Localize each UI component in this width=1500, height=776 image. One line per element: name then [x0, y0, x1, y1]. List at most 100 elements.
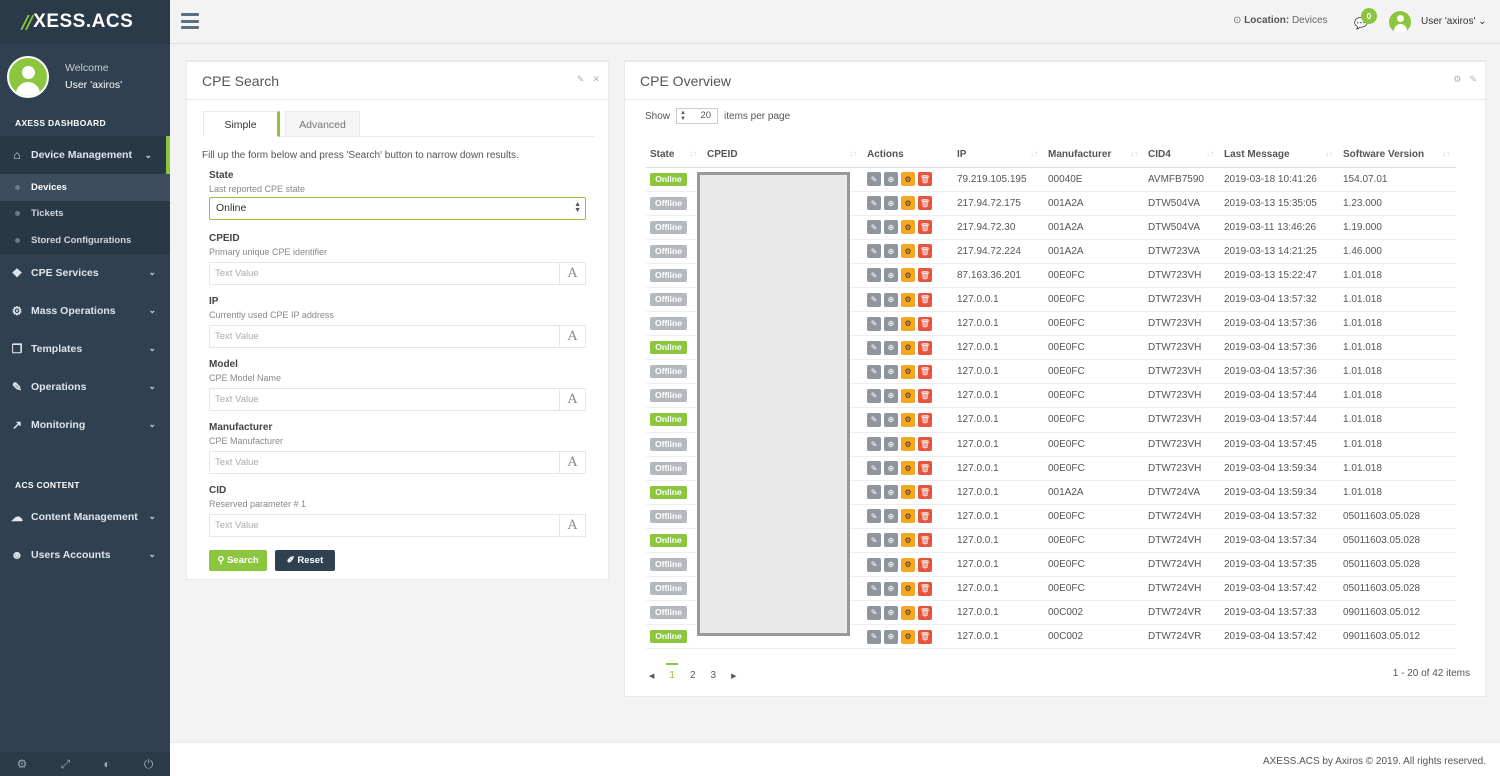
target-icon[interactable]: ⊕: [884, 244, 898, 259]
config-gear-icon[interactable]: ⚙: [901, 629, 915, 644]
column-header-state[interactable]: State ↓↑: [646, 142, 703, 168]
cpeid-input[interactable]: Text Value A: [209, 262, 586, 285]
trash-icon[interactable]: 🗑: [918, 364, 932, 379]
column-header-cpeid[interactable]: CPEID ↓↑: [703, 142, 863, 168]
trash-icon[interactable]: 🗑: [918, 461, 932, 476]
config-gear-icon[interactable]: ⚙: [901, 437, 915, 452]
table-row[interactable]: Online ✎ ⊕ ⚙ 🗑 127.0.0.1 00E0FC DTW723VH 2019-03…: [646, 407, 1456, 433]
text-type-icon[interactable]: A: [559, 515, 585, 536]
cid-input[interactable]: Text Value A: [209, 514, 586, 537]
column-header-manufacturer[interactable]: Manufacturer ↓↑: [1044, 142, 1144, 168]
target-icon[interactable]: ⊕: [884, 461, 898, 476]
config-gear-icon[interactable]: ⚙: [901, 581, 915, 596]
text-type-icon[interactable]: A: [559, 326, 585, 347]
target-icon[interactable]: ⊕: [884, 557, 898, 572]
sidebar-item-monitoring[interactable]: ↗ Monitoring ⌄: [0, 406, 170, 444]
gear-icon[interactable]: ⚙: [1453, 74, 1462, 84]
edit-icon[interactable]: ✎: [867, 364, 881, 379]
sidebar-item-templates[interactable]: ❐ Templates ⌄: [0, 330, 170, 368]
trash-icon[interactable]: 🗑: [918, 220, 932, 235]
edit-icon[interactable]: ✎: [867, 533, 881, 548]
edit-icon[interactable]: ✎: [867, 292, 881, 307]
config-gear-icon[interactable]: ⚙: [901, 316, 915, 331]
config-gear-icon[interactable]: ⚙: [901, 557, 915, 572]
trash-icon[interactable]: 🗑: [918, 172, 932, 187]
sidebar-item-cpe-services[interactable]: ❖ CPE Services ⌄: [0, 254, 170, 292]
target-icon[interactable]: ⊕: [884, 509, 898, 524]
edit-icon[interactable]: ✎: [867, 388, 881, 403]
trash-icon[interactable]: 🗑: [918, 557, 932, 572]
target-icon[interactable]: ⊕: [884, 316, 898, 331]
config-gear-icon[interactable]: ⚙: [901, 509, 915, 524]
trash-icon[interactable]: 🗑: [918, 196, 932, 211]
trash-icon[interactable]: 🗑: [918, 485, 932, 500]
target-icon[interactable]: ⊕: [884, 172, 898, 187]
edit-icon[interactable]: ✎: [867, 316, 881, 331]
config-gear-icon[interactable]: ⚙: [901, 605, 915, 620]
edit-icon[interactable]: ✎: [867, 412, 881, 427]
column-header-ip[interactable]: IP ↓↑: [953, 142, 1044, 168]
edit-icon[interactable]: ✎: [867, 220, 881, 235]
edit-icon[interactable]: ✎: [867, 557, 881, 572]
text-type-icon[interactable]: A: [559, 452, 585, 473]
target-icon[interactable]: ⊕: [884, 268, 898, 283]
menu-toggle-icon[interactable]: [181, 13, 199, 29]
trash-icon[interactable]: 🗑: [918, 437, 932, 452]
edit-icon[interactable]: ✎: [867, 509, 881, 524]
trash-icon[interactable]: 🗑: [918, 316, 932, 331]
edit-icon[interactable]: ✎: [867, 196, 881, 211]
config-gear-icon[interactable]: ⚙: [901, 364, 915, 379]
trash-icon[interactable]: 🗑: [918, 412, 932, 427]
sidebar-subitem-tickets[interactable]: Tickets: [0, 200, 170, 227]
sidebar-item-content-management[interactable]: ☁ Content Management ⌄: [0, 498, 170, 536]
edit-icon[interactable]: ✎: [867, 461, 881, 476]
sidebar-item-mass-operations[interactable]: ⚙ Mass Operations ⌄: [0, 292, 170, 330]
column-header-cid4[interactable]: CID4 ↓↑: [1144, 142, 1220, 168]
edit-icon[interactable]: ✎: [867, 268, 881, 283]
config-gear-icon[interactable]: ⚙: [901, 268, 915, 283]
target-icon[interactable]: ⊕: [884, 220, 898, 235]
config-gear-icon[interactable]: ⚙: [901, 388, 915, 403]
trash-icon[interactable]: 🗑: [918, 629, 932, 644]
text-type-icon[interactable]: A: [559, 263, 585, 284]
ip-input[interactable]: Text Value A: [209, 325, 586, 348]
page-link-3[interactable]: 3: [710, 670, 717, 681]
sidebar-subitem-stored-configurations[interactable]: Stored Configurations: [0, 227, 170, 254]
sidebar-item-users-accounts[interactable]: ☻ Users Accounts ⌄: [0, 536, 170, 574]
trash-icon[interactable]: 🗑: [918, 533, 932, 548]
edit-icon[interactable]: ✎: [867, 340, 881, 355]
trash-icon[interactable]: 🗑: [918, 268, 932, 283]
config-gear-icon[interactable]: ⚙: [901, 220, 915, 235]
target-icon[interactable]: ⊕: [884, 581, 898, 596]
config-gear-icon[interactable]: ⚙: [901, 172, 915, 187]
close-icon[interactable]: ✕: [592, 74, 600, 84]
config-gear-icon[interactable]: ⚙: [901, 196, 915, 211]
logo[interactable]: // XESS.ACS: [0, 0, 170, 44]
config-gear-icon[interactable]: ⚙: [901, 340, 915, 355]
config-gear-icon[interactable]: ⚙: [901, 533, 915, 548]
edit-icon[interactable]: ✎: [867, 629, 881, 644]
edit-icon[interactable]: ✎: [867, 437, 881, 452]
page-link-2[interactable]: 2: [689, 670, 696, 681]
page-link-1[interactable]: 1: [666, 663, 678, 681]
trash-icon[interactable]: 🗑: [918, 581, 932, 596]
target-icon[interactable]: ⊕: [884, 605, 898, 620]
hide-icon[interactable]: ◐: [103, 757, 111, 771]
edit-icon[interactable]: ✎: [867, 605, 881, 620]
config-gear-icon[interactable]: ⚙: [901, 292, 915, 307]
config-gear-icon[interactable]: ⚙: [901, 485, 915, 500]
config-gear-icon[interactable]: ⚙: [901, 412, 915, 427]
user-menu[interactable]: User 'axiros' ⌄: [1421, 16, 1487, 27]
notifications-button[interactable]: 💬 0: [1354, 8, 1378, 33]
target-icon[interactable]: ⊕: [884, 340, 898, 355]
manufacturer-input[interactable]: Text Value A: [209, 451, 586, 474]
tab-advanced[interactable]: Advanced: [285, 111, 360, 137]
edit-icon[interactable]: ✎: [867, 172, 881, 187]
edit-icon[interactable]: ✎: [867, 485, 881, 500]
power-icon[interactable]: ⏻: [143, 756, 154, 771]
target-icon[interactable]: ⊕: [884, 196, 898, 211]
next-page-icon[interactable]: ▶: [731, 672, 737, 680]
table-row[interactable]: Offline ✎ ⊕ ⚙ 🗑 217.94.72.30 001A2A DTW504VA 201…: [646, 215, 1456, 240]
column-header-software-version[interactable]: Software Version ↓↑: [1339, 142, 1456, 168]
fullscreen-icon[interactable]: ⤢: [60, 756, 71, 771]
